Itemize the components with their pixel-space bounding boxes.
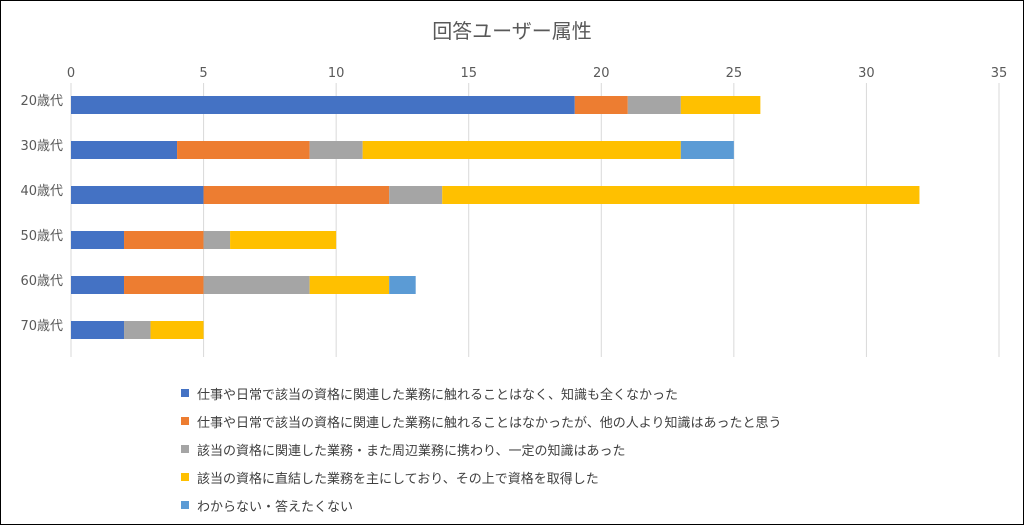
legend-swatch [181,473,189,481]
legend-swatch [181,389,189,397]
bar-segment [71,231,125,249]
bar-segment [203,276,310,294]
x-tick-label: 25 [726,66,743,81]
bar-segment [442,186,920,204]
x-tick-label: 5 [199,66,207,81]
bar-segment [309,141,363,159]
legend: 仕事や日常で該当の資格に関連した業務に触れることはなく、知識も全くなかった仕事や… [181,379,781,519]
chart-title: 回答ユーザー属性 [432,19,592,43]
bar-segment [71,321,125,339]
bar-segment [309,276,390,294]
legend-item: 該当の資格に直結した業務を主にしており、その上で資格を取得した [181,463,781,491]
bar-segment [389,276,416,294]
bar-segment [680,96,761,114]
x-tick-label: 0 [67,66,75,81]
bar-segment [362,141,681,159]
legend-item: 仕事や日常で該当の資格に関連した業務に触れることはなく、知識も全くなかった [181,379,781,407]
legend-label: 該当の資格に関連した業務・また周辺業務に携わり、一定の知識はあった [197,443,626,459]
bar-segment [71,96,575,114]
x-tick-label: 35 [991,66,1008,81]
bar-segment [203,186,390,204]
category-label: 60歳代 [20,274,63,289]
legend-swatch [181,417,189,425]
legend-label: 仕事や日常で該当の資格に関連した業務に触れることはなく、知識も全くなかった [197,387,679,403]
bar-segment [124,231,204,249]
category-label: 50歳代 [20,229,63,244]
bar-segment [124,276,204,294]
legend-label: 仕事や日常で該当の資格に関連した業務に触れることはなかったが、他の人より知識はあ… [197,415,782,431]
category-label: 20歳代 [20,94,63,109]
bar-segment [627,96,681,114]
bar-segment [574,96,628,114]
x-tick-label: 30 [858,66,875,81]
bar-segment [150,321,204,339]
legend-swatch [181,501,189,509]
legend-label: わからない・答えたくない [197,499,354,515]
legend-item: わからない・答えたくない [181,491,781,519]
x-tick-label: 10 [328,66,345,81]
bar-segment [71,276,125,294]
bar-segment [71,186,204,204]
legend-swatch [181,445,189,453]
category-label: 70歳代 [20,319,63,334]
bar-segment [230,231,337,249]
category-label: 30歳代 [20,139,63,154]
x-tick-label: 20 [593,66,610,81]
legend-item: 仕事や日常で該当の資格に関連した業務に触れることはなかったが、他の人より知識はあ… [181,407,781,435]
bar-segment [203,231,231,249]
bar-segment [389,186,443,204]
bar-segment [124,321,151,339]
category-label: 40歳代 [20,184,63,199]
bar-segment [177,141,310,159]
bar-segment [680,141,734,159]
bar-segment [71,141,178,159]
x-tick-label: 15 [460,66,477,81]
legend-item: 該当の資格に関連した業務・また周辺業務に携わり、一定の知識はあった [181,435,781,463]
legend-label: 該当の資格に直結した業務を主にしており、その上で資格を取得した [197,471,599,487]
